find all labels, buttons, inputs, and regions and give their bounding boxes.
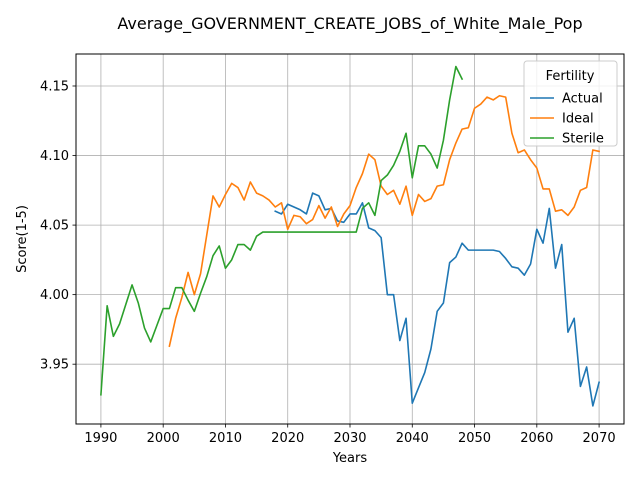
- x-tick-label: 2020: [271, 431, 304, 446]
- legend-label-actual: Actual: [562, 92, 603, 107]
- chart-title: Average_GOVERNMENT_CREATE_JOBS_of_White_…: [117, 14, 582, 34]
- legend-title: Fertility: [546, 69, 595, 84]
- x-tick-label: 2030: [333, 431, 366, 446]
- y-tick-label: 4.15: [40, 79, 69, 94]
- x-tick-label: 2010: [209, 431, 242, 446]
- x-tick-label: 1990: [84, 431, 117, 446]
- x-tick-label: 2040: [396, 431, 429, 446]
- x-axis-title: Years: [332, 451, 368, 466]
- legend-label-sterile: Sterile: [562, 132, 604, 147]
- y-tick-label: 3.95: [40, 358, 69, 373]
- y-tick-label: 4.00: [40, 288, 69, 303]
- y-tick-label: 4.10: [40, 149, 69, 164]
- x-tick-label: 2000: [147, 431, 180, 446]
- x-tick-label: 2050: [458, 431, 491, 446]
- y-axis-title: Score(1-5): [15, 205, 30, 273]
- legend: Fertility Actual Ideal Sterile: [524, 61, 617, 147]
- legend-label-ideal: Ideal: [562, 112, 594, 127]
- y-tick-label: 4.05: [40, 219, 69, 234]
- x-tick-label: 2060: [520, 431, 553, 446]
- x-tick-label: 2070: [583, 431, 616, 446]
